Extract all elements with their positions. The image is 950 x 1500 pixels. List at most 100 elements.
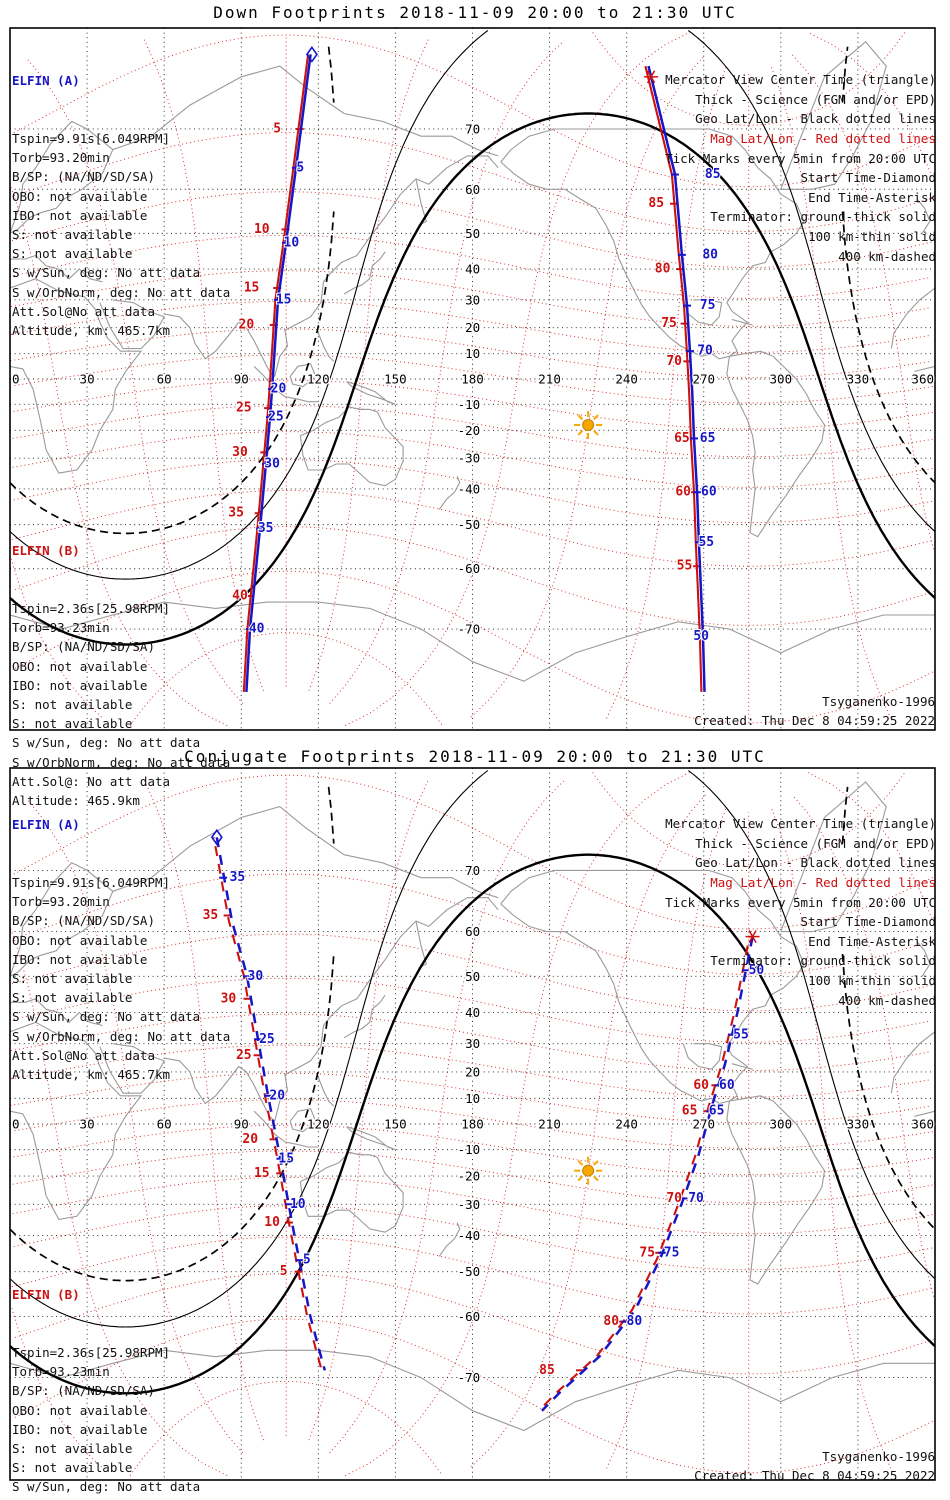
track-time-label: 5 xyxy=(273,121,281,136)
plot-info-legend-lines: Mercator View Center Time (triangle) Thic… xyxy=(665,814,936,1010)
track-time-label: 65 xyxy=(682,1104,698,1119)
elfin-b-track xyxy=(644,65,703,692)
end-time-asterisk-icon xyxy=(644,70,659,84)
legend-line: S: not available xyxy=(12,716,133,732)
lat-tick-label: 50 xyxy=(465,226,480,241)
legend-line: IBO: not available xyxy=(12,1421,148,1437)
elfin-a-track xyxy=(245,54,312,692)
legend-line: S w/OrbNorm, deg: No att data xyxy=(12,1497,230,1500)
lon-tick-label: 360 xyxy=(911,372,934,387)
lat-tick-label: 70 xyxy=(465,121,480,136)
lat-tick-label: -40 xyxy=(458,481,481,496)
track-time-label: 40 xyxy=(232,589,248,604)
coastline xyxy=(10,601,935,682)
mag-grid-line xyxy=(143,39,264,691)
mag-grid-line xyxy=(11,933,933,1012)
coastline xyxy=(731,318,753,326)
coastline xyxy=(914,1110,935,1117)
mag-grid-line xyxy=(11,270,932,327)
track-time-label: 35 xyxy=(258,521,274,536)
legend-line: Torb=93.23min xyxy=(12,1364,110,1380)
legend-line: IBO: not available xyxy=(12,207,148,223)
sun-icon xyxy=(574,411,603,440)
mag-grid-line xyxy=(11,1013,932,1072)
track-time-label: 75 xyxy=(639,1245,655,1260)
track-time-label: 55 xyxy=(677,559,693,574)
lon-tick-label: 360 xyxy=(911,1117,934,1132)
coastline xyxy=(500,161,738,360)
terminator-400km xyxy=(327,46,849,103)
track-time-label: 20 xyxy=(269,1088,285,1103)
legend-line: Torb=93.20min xyxy=(12,894,110,910)
legend-line: 100 km-thin solid xyxy=(808,228,936,244)
coastline xyxy=(10,862,114,977)
legend-line: Altitude: 465.9km xyxy=(12,793,140,809)
lat-tick-label: -60 xyxy=(458,1309,481,1324)
elfin-b-track xyxy=(242,54,310,692)
coastline xyxy=(253,366,319,403)
legend-line: Terminator: ground-thick solid xyxy=(710,209,936,225)
legend-line: S w/OrbNorm, deg: No att data xyxy=(12,754,231,770)
coastline xyxy=(10,998,103,1027)
track-time-label: 85 xyxy=(705,167,721,182)
track-time-label: 25 xyxy=(236,1048,252,1063)
coastline xyxy=(164,1057,276,1122)
coastline xyxy=(343,251,386,295)
elfin-a-legend: ELFIN (A) Tspin=9.91s[6.049RPM] Torb=93.2… xyxy=(12,33,230,379)
mag-grid-line xyxy=(13,873,935,975)
track-time-label: 65 xyxy=(709,1104,725,1119)
lat-tick-label: -30 xyxy=(458,451,481,466)
elfin-b-legend: ELFIN (B) Tspin=2.36s[25.98RPM] Torb=93.2… xyxy=(12,503,230,849)
legend-line: Att.Sol@No att data xyxy=(12,1047,155,1063)
mag-grid-line xyxy=(13,1124,934,1176)
lat-tick-label: -10 xyxy=(458,1142,481,1157)
track-time-label: 60 xyxy=(701,485,717,500)
coastline xyxy=(317,1077,335,1107)
lon-tick-label: 300 xyxy=(770,372,793,387)
legend-line: 400 km-dashed xyxy=(838,248,936,264)
legend-line: Tick Marks every 5min from 20:00 UTC xyxy=(665,150,936,166)
track-time-label: 60 xyxy=(719,1078,735,1093)
lon-tick-label: 30 xyxy=(80,1117,95,1132)
track-time-label: 70 xyxy=(666,354,682,369)
elfin-b-legend: ELFIN (B) Tspin=2.36s[25.98RPM] Torb=93.2… xyxy=(12,1247,230,1500)
coastline xyxy=(10,1021,143,1221)
elfin-a-legend: ELFIN (A) Tspin=9.91s[6.049RPM] Torb=93.2… xyxy=(12,777,230,1123)
track-time-label: 10 xyxy=(284,235,300,250)
track-time-label: 15 xyxy=(244,280,260,295)
legend-line: S w/Sun, deg: No att data xyxy=(12,1479,201,1495)
legend-line: S w/OrbNorm, deg: No att data xyxy=(12,284,231,300)
track-time-label: 10 xyxy=(264,1215,280,1230)
mag-grid-line xyxy=(770,67,892,719)
coastline xyxy=(99,299,165,350)
coastline xyxy=(299,406,404,487)
map-frame xyxy=(9,27,936,731)
legend-line: 100 km-thin solid xyxy=(808,972,936,988)
coastline xyxy=(253,1110,319,1148)
terminator-100km xyxy=(10,770,935,1328)
legend-line: Start Time-Diamond xyxy=(800,170,936,186)
lon-tick-label: 0 xyxy=(12,1117,20,1132)
lat-tick-label: 40 xyxy=(465,1005,480,1020)
lon-tick-label: 270 xyxy=(692,372,715,387)
legend-line: S: not available xyxy=(12,990,133,1006)
end-time-asterisk-icon xyxy=(745,930,760,944)
lon-tick-label: 60 xyxy=(157,372,172,387)
lat-tick-label: -50 xyxy=(458,517,481,532)
track-time-label: 85 xyxy=(648,196,664,211)
elfin-a-track xyxy=(647,65,706,692)
elfin-a-legend-lines: Tspin=9.91s[6.049RPM] Torb=93.20min B/SP: … xyxy=(12,129,230,340)
legend-line: Thick - Science (FGM and/or EPD) xyxy=(695,835,936,851)
created-timestamp: Created: Thu Dec 8 04:59:25 2022 xyxy=(694,713,935,728)
coastline xyxy=(500,903,738,1105)
coastline xyxy=(10,254,103,283)
elfin-b-header: ELFIN (B) xyxy=(12,1287,80,1303)
panel-title: Down Footprints 2018-11-09 20:00 to 21:3… xyxy=(213,3,737,22)
track-time-label: 70 xyxy=(666,1191,682,1206)
mag-grid-line xyxy=(14,526,935,626)
coastline xyxy=(289,363,317,388)
mag-grid-line xyxy=(129,632,443,726)
track-time-label: 80 xyxy=(603,1314,619,1329)
lat-tick-label: 40 xyxy=(465,262,480,277)
